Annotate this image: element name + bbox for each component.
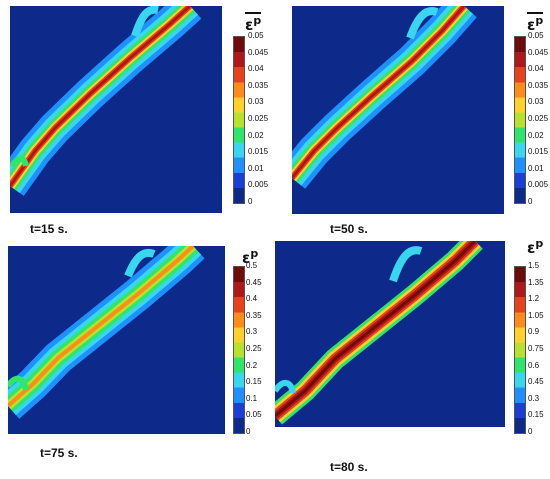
contour-plot-t75 — [8, 246, 225, 434]
colorbar-tick-label: 0.025 — [248, 114, 269, 123]
colorbar-title-t50: εp — [527, 12, 544, 34]
colorbar-tick-label: 0 — [246, 427, 251, 436]
time-label-t15: t=15 s. — [30, 222, 68, 236]
contour-plot-t15 — [10, 6, 222, 213]
contour-plot-t50 — [292, 6, 504, 214]
colorbar-tick-label: 0.15 — [246, 377, 262, 387]
colorbar-t75 — [233, 266, 245, 434]
colorbar-tick-label: 0.05 — [248, 31, 264, 40]
colorbar-t15 — [233, 36, 245, 204]
colorbar-tick-label: 0.45 — [246, 277, 262, 287]
shear-band-t50 — [292, 6, 477, 189]
colorbar-tick-label: 1.5 — [528, 261, 540, 270]
colorbar-tick-label: 0.3 — [246, 327, 258, 337]
colorbar-tick-label: 0.02 — [248, 130, 264, 140]
colorbar-tick-label: 0.045 — [248, 47, 269, 57]
shear-band-t15 — [10, 6, 202, 196]
colorbar-tick-label: 0.03 — [528, 97, 544, 107]
colorbar-tick-label: 0.04 — [528, 64, 544, 74]
colorbar-tick-label: 0.35 — [246, 310, 262, 320]
shear-band-t75 — [8, 246, 205, 419]
colorbar-tick-label: 0.035 — [528, 80, 549, 90]
colorbar-tick-label: 0.75 — [528, 344, 544, 353]
colorbar-tick-label: 0.03 — [248, 97, 264, 107]
colorbar-tick-label: 1.2 — [528, 294, 540, 304]
colorbar-tick-label: 1.05 — [528, 310, 544, 320]
colorbar-tick-label: 0.1 — [246, 393, 258, 403]
colorbar-tick-label: 0.05 — [246, 410, 262, 420]
shear-band-t80 — [275, 241, 483, 425]
colorbar-tick-label: 0.005 — [528, 180, 549, 190]
colorbar-t50 — [514, 36, 526, 204]
colorbar-tick-label: 0.4 — [246, 294, 258, 304]
colorbar-tick-label: 0.025 — [528, 114, 549, 123]
colorbar-title-t80: εp — [527, 237, 544, 257]
colorbar-tick-label: 0.015 — [528, 147, 549, 157]
colorbar-tick-label: 0.25 — [246, 344, 262, 353]
colorbar-tick-label: 0.6 — [528, 360, 540, 370]
colorbar-tick-label: 0.3 — [528, 393, 540, 403]
colorbar-tick-label: 0.02 — [528, 130, 544, 140]
colorbar-tick-label: 0.9 — [528, 327, 540, 337]
colorbar-tick-label: 0.005 — [248, 180, 269, 190]
colorbar-tick-label: 0.45 — [528, 377, 544, 387]
colorbar-t80 — [514, 266, 526, 434]
contour-plot-t80 — [275, 241, 505, 427]
time-label-t80: t=80 s. — [330, 460, 368, 474]
colorbar-title-t15: εp — [245, 12, 262, 34]
colorbar-tick-label: 0.15 — [528, 410, 544, 420]
colorbar-tick-label: 0.2 — [246, 360, 258, 370]
colorbar-tick-label: 0 — [528, 427, 533, 436]
colorbar-tick-label: 1.35 — [528, 277, 544, 287]
colorbar-tick-label: 0.035 — [248, 80, 269, 90]
colorbar-tick-label: 0.05 — [528, 31, 544, 40]
colorbar-title-t75: εp — [242, 247, 259, 267]
colorbar-tick-label: 0.04 — [248, 64, 264, 74]
colorbar-tick-label: 0.045 — [528, 47, 549, 57]
time-label-t75: t=75 s. — [40, 446, 78, 460]
colorbar-tick-label: 0 — [248, 197, 253, 206]
colorbar-tick-label: 0.01 — [248, 163, 264, 173]
colorbar-tick-label: 0.015 — [248, 147, 269, 157]
time-label-t50: t=50 s. — [330, 222, 368, 236]
colorbar-tick-label: 0.5 — [246, 261, 258, 270]
colorbar-tick-label: 0.01 — [528, 163, 544, 173]
colorbar-tick-label: 0 — [528, 197, 533, 206]
